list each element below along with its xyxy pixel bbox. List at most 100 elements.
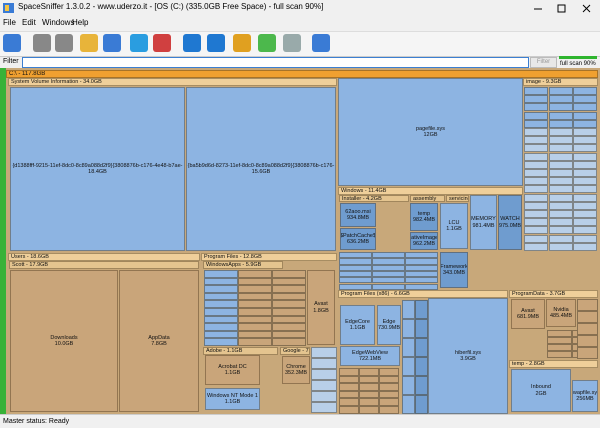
file-block[interactable]: swapfile.sys256MB	[572, 380, 598, 412]
filter-input[interactable]	[22, 57, 529, 68]
file-block[interactable]: temp 982.4MB	[410, 203, 438, 231]
folder-tile	[573, 144, 597, 153]
block-label: Edge	[382, 318, 396, 325]
block-label: image - 9.3GB	[526, 79, 562, 85]
file-block[interactable]: $PatchCache$ 636.2MB	[340, 228, 376, 250]
file-block[interactable]: Edge 730.9MB	[377, 305, 401, 345]
toolbar-button[interactable]	[55, 34, 73, 52]
toolbar-button[interactable]	[312, 34, 330, 52]
folder-tile	[524, 103, 548, 112]
block-label: $PatchCache$	[340, 232, 376, 239]
file-block[interactable]: EdgeCore 1.1GB	[340, 305, 375, 345]
file-block[interactable]: Windows NT Mode 1 1.1GB	[205, 388, 260, 410]
folder-tile	[339, 277, 372, 284]
folder-header[interactable]: WindowsApps - 5.9GB	[203, 261, 283, 269]
file-block[interactable]: WATCH 975.0MB	[498, 195, 522, 250]
toolbar-button[interactable]	[33, 34, 51, 52]
file-block[interactable]: MEMORY 981.4MB	[470, 195, 497, 250]
file-block[interactable]: LCU 1.1GB	[440, 203, 468, 249]
folder-block[interactable]: Acrobat DC 1.1GB	[205, 355, 260, 385]
file-block[interactable]: EdgeWebView 722.1MB	[340, 346, 400, 366]
folder-header[interactable]: Google - 7..	[280, 347, 310, 355]
filter-button[interactable]: Filter	[530, 57, 557, 68]
folder-block[interactable]: Nvidia 485.4MB	[546, 299, 576, 327]
menu-item[interactable]: File	[3, 18, 16, 27]
folder-tile	[548, 111, 573, 120]
folder-tile	[405, 258, 438, 265]
folder-tile	[238, 315, 272, 324]
block-label: Installer - 4.2GB	[342, 196, 382, 202]
file-block[interactable]: hiberfil.sys 3.9GB	[428, 298, 508, 414]
folder-tile	[372, 264, 405, 271]
block-label: temp - 2.8GB	[512, 361, 545, 367]
folder-tile	[238, 300, 272, 308]
block-label: WATCH	[500, 216, 520, 222]
folder-block[interactable]: Avast 1.8GB	[307, 270, 335, 345]
block-size: 2GB	[535, 390, 547, 397]
menu-item[interactable]: Help	[72, 18, 89, 27]
folder-tile	[548, 119, 573, 128]
folder-header[interactable]: ProgramData - 3.7GB	[509, 290, 598, 298]
folder-tile	[272, 330, 306, 339]
folder-tile	[238, 277, 272, 286]
folder-block[interactable]: AppData 7.8GB	[119, 270, 199, 412]
block-size: 3.9GB	[460, 356, 476, 362]
folder-tile	[204, 323, 238, 331]
block-size: 15.6GB	[251, 169, 271, 175]
toolbar-button[interactable]	[130, 34, 148, 52]
block-label: WindowsApps - 5.9GB	[206, 262, 262, 268]
folder-tile	[548, 177, 573, 186]
folder-tile	[402, 376, 415, 395]
folder-header[interactable]: Installer - 4.2GB	[339, 195, 409, 202]
block-label: Avast	[521, 307, 535, 314]
file-block[interactable]: Inbound 2GB	[511, 369, 571, 412]
folder-tile	[405, 283, 438, 290]
folder-block[interactable]: Chrome 352.3MB	[282, 356, 310, 384]
folder-header[interactable]: Program Files (x86) - 6.6GB	[338, 290, 508, 298]
folder-header[interactable]: Adobe - 1.1GB	[203, 347, 278, 355]
menu-item[interactable]: Edit	[22, 18, 36, 27]
toolbar-button[interactable]	[207, 34, 225, 52]
folder-tile	[524, 119, 548, 128]
toolbar-button[interactable]	[233, 34, 251, 52]
file-block[interactable]: {ba5b9d6d-8273-11ef-8dc0-8c89a088d2f9}{3…	[186, 87, 336, 251]
toolbar-button[interactable]	[283, 34, 301, 52]
toolbar-button[interactable]	[258, 34, 276, 52]
block-label: {ba5b9d6d-8273-11ef-8dc0-8c89a088d2f9}{3…	[187, 162, 335, 169]
file-block[interactable]: Framework 343.0MB	[440, 252, 468, 288]
folder-tile	[548, 210, 573, 218]
folder-header[interactable]: image - 9.3GB	[523, 78, 598, 86]
toolbar-button[interactable]	[153, 34, 171, 52]
file-block[interactable]: pagefile.sys 12GB	[338, 78, 523, 186]
file-block[interactable]: 62aoo.msi 934.8MB	[340, 203, 376, 227]
toolbar-button[interactable]	[3, 34, 21, 52]
folder-tile	[547, 337, 572, 344]
folder-header[interactable]: Users - 18.6GB	[8, 253, 200, 261]
block-size: 343.0MB	[442, 270, 465, 276]
file-block[interactable]: NativeImages962.2MB	[410, 232, 438, 250]
toolbar-button[interactable]	[80, 34, 98, 52]
folder-tile	[573, 160, 597, 169]
folder-header[interactable]: C:\ - 117.8GB	[6, 70, 598, 78]
toolbar-button[interactable]	[103, 34, 121, 52]
folder-tile	[204, 308, 238, 316]
folder-block[interactable]: Downloads 10.0GB	[10, 270, 118, 412]
folder-header[interactable]: System Volume Information - 34.0GB	[8, 78, 337, 86]
file-block[interactable]: {d1388fff-9215-11ef-8dc0-8c89a088d2f9}{3…	[10, 87, 185, 251]
folder-header[interactable]: temp - 2.8GB	[509, 360, 598, 368]
folder-tile	[272, 285, 306, 293]
folder-tile	[573, 185, 597, 194]
folder-tile	[548, 160, 573, 169]
folder-header[interactable]: Windows - 11.4GB	[338, 187, 523, 195]
toolbar-button[interactable]	[183, 34, 201, 52]
folder-header[interactable]: Scott - 17.9GB	[9, 261, 199, 269]
window-controls[interactable]	[530, 3, 596, 14]
folder-header[interactable]: servicing	[446, 195, 469, 202]
folder-tile	[339, 406, 359, 414]
folder-header[interactable]: Program Files - 12.8GB	[201, 253, 337, 261]
folder-block[interactable]: Avast 681.9MB	[511, 299, 545, 329]
folder-header[interactable]: assembly	[410, 195, 445, 202]
folder-tile	[524, 136, 548, 145]
folder-tile	[573, 226, 597, 235]
menu-item[interactable]: Windows	[42, 18, 75, 27]
